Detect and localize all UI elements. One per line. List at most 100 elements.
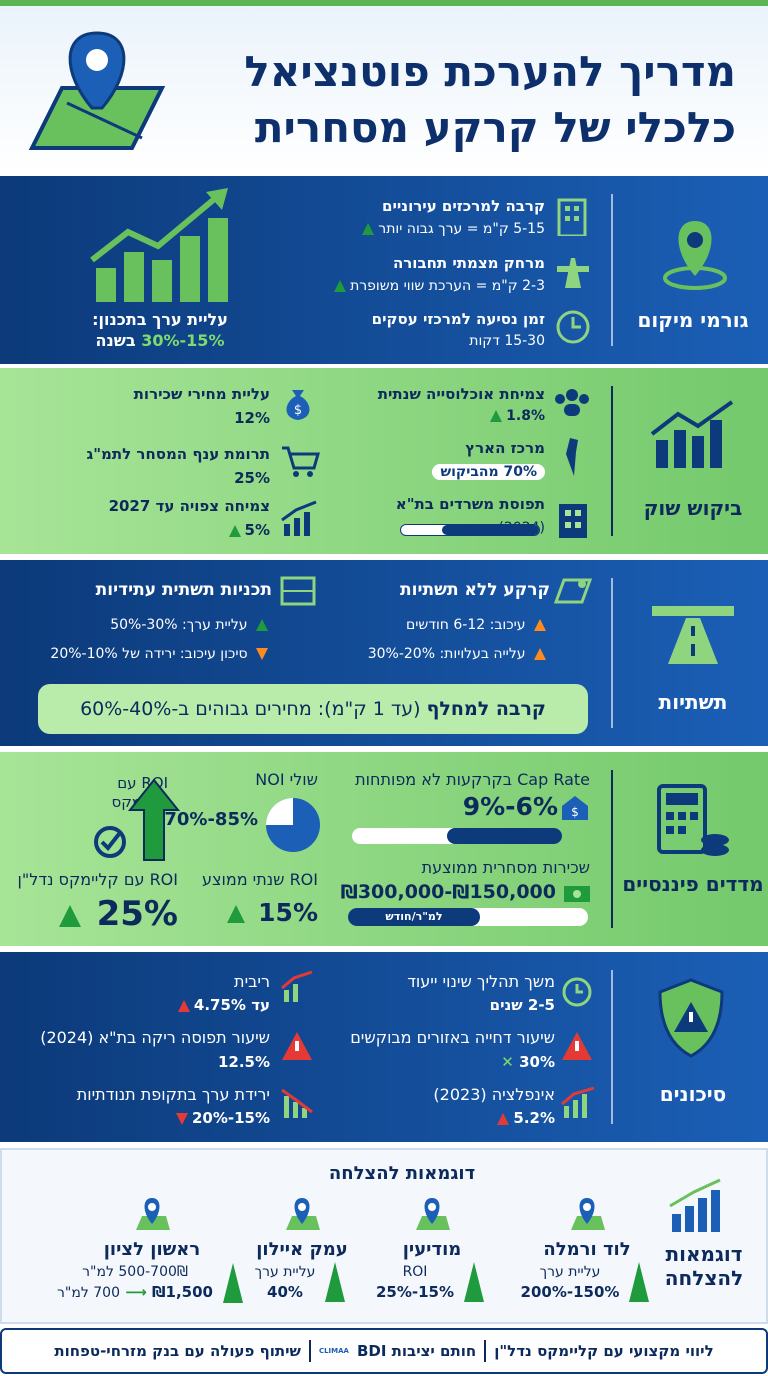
rect	[284, 990, 289, 1002]
ellipse	[701, 844, 729, 856]
name-text: מודיעין	[402, 1239, 462, 1260]
div: ROI 15%-25%	[357, 1262, 507, 1302]
rect	[208, 218, 228, 302]
div: עליית ערך 150%-200%	[512, 1262, 662, 1302]
timer-icon	[562, 977, 592, 1007]
value-text: 15%-25%	[375, 1283, 455, 1301]
rect	[582, 1094, 587, 1118]
polygon	[668, 618, 718, 664]
t: סיכון עיכוב: ירידה של 10%-20%	[50, 644, 272, 664]
circle	[86, 49, 108, 71]
t: 70% מהביקוש	[432, 462, 545, 482]
occupancy-bar	[400, 524, 540, 536]
title-text: קרקע ללא תשתיות	[400, 580, 550, 600]
title-text: זמן נסיעה למרכזי עסקים	[371, 310, 545, 328]
polyline	[281, 1088, 313, 1114]
rect	[293, 984, 298, 1002]
dn	[534, 619, 546, 631]
div: עליית ערך 40%	[227, 1262, 377, 1302]
sec: מדדים פיננסיים Cap Rate בקרקעות לא מפותח…	[0, 752, 768, 946]
israel-map-icon	[566, 438, 578, 476]
div: ROI 15%-25%	[376, 1262, 454, 1302]
chart-icon	[561, 1086, 595, 1118]
up	[228, 524, 241, 537]
div: עליית ערך 150%-200%	[521, 1262, 620, 1302]
up	[256, 619, 268, 631]
title-text: עליית מחירי שכירות	[133, 385, 270, 403]
card: מודיעין ROI 15%-25%	[357, 1194, 507, 1302]
rect	[656, 440, 668, 468]
sec: ביקוש שוק צמיחת אוכלוסייה שנתית 1.8% מרכ…	[0, 368, 768, 554]
title-text: כלכלי של קרקע מסחרית	[254, 103, 736, 152]
rect	[657, 784, 707, 854]
circle	[94, 826, 126, 858]
clock-icon	[556, 310, 590, 344]
circle	[428, 1203, 436, 1211]
t: 2-3 ק"מ = הערכת שווי משופרת	[330, 276, 545, 296]
sep	[484, 1340, 487, 1362]
t: 5-15 ק"מ = ערך גבוה יותר	[358, 219, 545, 239]
rect	[573, 1100, 578, 1118]
rect	[574, 206, 579, 211]
title-text: תרומת ענף המסחר לתמ"ג	[86, 445, 271, 463]
title-text: דוגמאות להצלחה	[328, 1163, 476, 1184]
value-text: 150%-200%	[520, 1283, 620, 1301]
value-text: 12%	[234, 409, 270, 427]
value-text: 70%-85%	[164, 809, 258, 830]
success-chart-icon	[669, 1178, 721, 1232]
value-text: 5.2%	[513, 1109, 555, 1127]
div	[611, 386, 613, 536]
highway-icon	[652, 606, 734, 664]
suffix-text: בשנה	[95, 331, 136, 350]
rate-icon	[281, 970, 313, 1002]
sec: ליווי מקצועי עם קליימקס נדל"ן חותם יציבו…	[0, 1328, 768, 1374]
t: 5.2%	[493, 1108, 555, 1128]
title-text: מרחק מצמתי תחבורה	[392, 254, 545, 272]
card: לוד ורמלה עליית ערך 150%-200%	[512, 1194, 662, 1302]
up	[177, 999, 190, 1012]
path	[286, 390, 310, 420]
up	[497, 1112, 510, 1125]
polyline	[561, 1086, 595, 1106]
value-text: ₪150,000-₪300,000	[340, 881, 556, 903]
polygon	[571, 1216, 605, 1230]
div	[611, 578, 613, 728]
path	[678, 221, 712, 276]
value-text: 70% מהביקוש	[432, 464, 545, 480]
rect	[690, 812, 698, 820]
parts-text: ליווי מקצועי עם קליימקס נדל"ן	[494, 1342, 714, 1360]
parts-text: שיתוף פעולה עם בנק מזרחי-טפחות	[54, 1342, 301, 1360]
title-text: שכירות מסחרית ממוצעת	[421, 858, 590, 877]
circle	[298, 1203, 306, 1211]
rect	[711, 1190, 720, 1232]
rect	[124, 252, 144, 302]
office-icon	[559, 504, 587, 538]
div	[611, 194, 613, 346]
rect	[284, 1096, 289, 1118]
circle	[578, 580, 586, 588]
plan-icon	[280, 576, 316, 606]
circle	[555, 394, 565, 404]
rect	[96, 268, 116, 302]
path	[266, 798, 293, 825]
circle	[562, 977, 592, 1007]
div: עליית ערך 40%	[255, 1262, 316, 1302]
polyline	[281, 500, 317, 522]
rent-bar: למ"ר/חודש	[348, 908, 588, 926]
polygon	[416, 1216, 450, 1230]
sec: מדריך להערכת פוטנציאל כלכלי של קרקע מסחר…	[0, 0, 768, 172]
rect	[692, 436, 704, 468]
path	[282, 446, 320, 470]
card: ראשון לציון 500-700₪ למ"ר ₪1,500 ⟶ 700 למ"…	[57, 1194, 243, 1303]
value-text: 1.8%	[506, 408, 545, 424]
unit-text: למ"ר/חודש	[348, 908, 480, 926]
dn	[256, 648, 268, 660]
circle	[579, 394, 589, 404]
t: 15%-30% בשנה	[70, 331, 250, 351]
building-icon	[557, 198, 587, 236]
rect	[293, 1102, 298, 1118]
rect	[666, 812, 674, 820]
people-icon	[555, 389, 589, 416]
t: ₪1,500 ⟶ 700 למ"ר	[57, 1282, 213, 1303]
cash-icon	[564, 886, 590, 902]
